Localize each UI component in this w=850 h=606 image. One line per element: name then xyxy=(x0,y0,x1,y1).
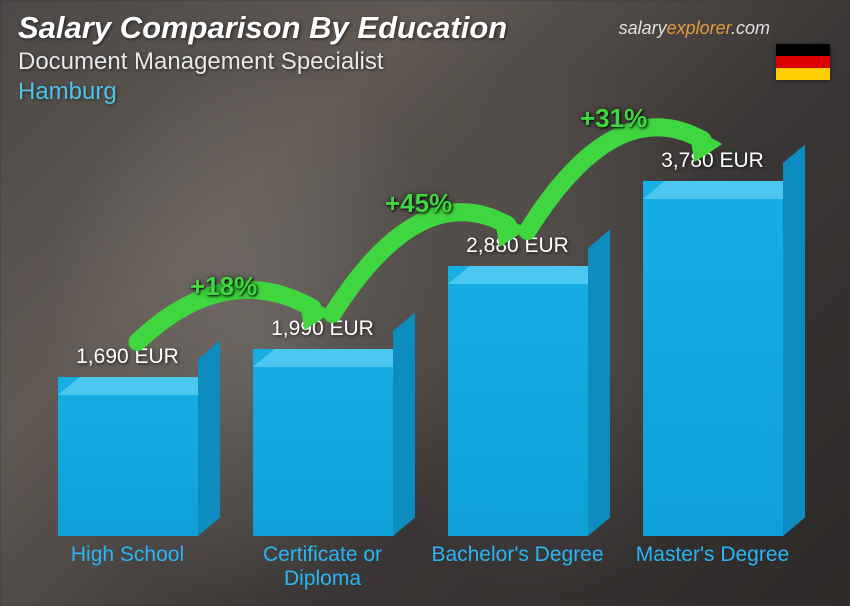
attribution-accent: explorer xyxy=(667,18,731,38)
chart-location: Hamburg xyxy=(18,78,832,106)
delta-arrow xyxy=(30,111,810,591)
germany-flag-icon xyxy=(776,44,830,80)
attribution: salaryexplorer.com xyxy=(619,18,770,39)
attribution-prefix: salary xyxy=(619,18,667,38)
chart-subtitle: Document Management Specialist xyxy=(18,48,832,76)
flag-stripe xyxy=(776,56,830,68)
flag-stripe xyxy=(776,68,830,80)
chart-area: 1,690 EUR1,990 EUR2,880 EUR3,780 EUR Hig… xyxy=(30,111,810,591)
flag-stripe xyxy=(776,44,830,56)
attribution-suffix: .com xyxy=(731,18,770,38)
